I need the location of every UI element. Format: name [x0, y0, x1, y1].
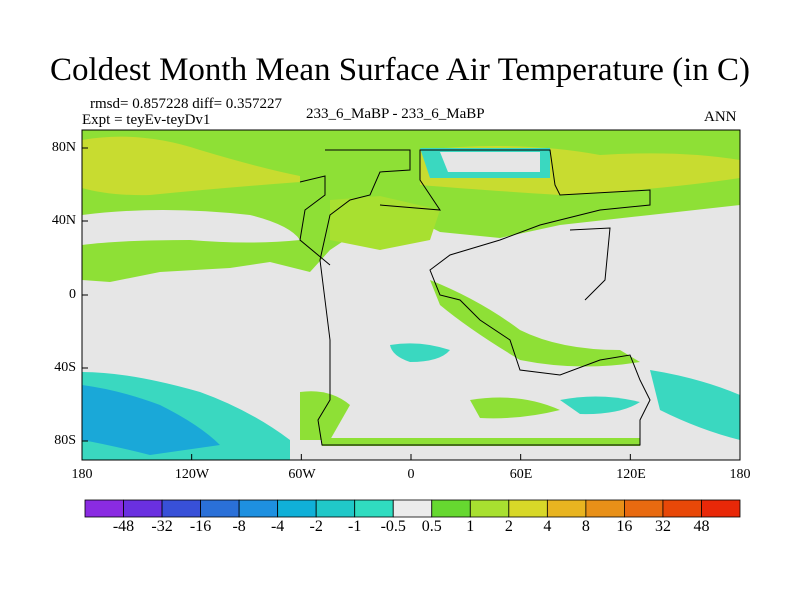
cool-patch-indian: [560, 396, 640, 415]
colorbar-swatch: [238, 499, 279, 518]
cool-patch-atlantic: [390, 343, 450, 362]
coast-outline-west: [299, 175, 331, 266]
colorbar-swatch: [277, 499, 317, 518]
y-tick-label: 40N: [51, 213, 76, 228]
colorbar-label: -1: [348, 518, 362, 535]
colorbar-swatch: [662, 499, 702, 518]
experiment-ids: 233_6_MaBP - 233_6_MaBP: [306, 106, 485, 122]
colorbar-label: -32: [151, 518, 173, 535]
x-tick-label: 180: [71, 467, 93, 482]
colorbar-swatch: [546, 499, 587, 518]
cool-core-south-pacific: [82, 385, 220, 455]
map-title: Coldest Month Mean Surface Air Temperatu…: [50, 52, 750, 88]
colorbar-label: -16: [189, 518, 212, 535]
colorbar-swatch: [624, 499, 664, 518]
colorbar-label: 0.5: [421, 518, 442, 535]
y-tick-label: 80S: [54, 433, 76, 448]
season-label: ANN: [704, 109, 737, 125]
cool-patch-east: [650, 370, 740, 440]
coast-outline-east: [569, 227, 611, 301]
x-tick-label: 180: [729, 467, 751, 482]
neutral-patch-polar: [440, 152, 540, 172]
stats-text: rmsd= 0.857228 diff= 0.357227: [90, 96, 283, 112]
colorbar-label: -4: [270, 518, 285, 535]
colorbar-label: 4: [543, 518, 552, 535]
temperature-fields: [82, 130, 740, 460]
colorbar-swatch: [200, 499, 240, 518]
colorbar-swatch: [585, 499, 625, 518]
colorbar-label: 16: [616, 518, 633, 535]
land-outline: [299, 149, 651, 446]
colorbar-swatch: [354, 499, 394, 518]
colorbar-swatch: [469, 499, 510, 518]
colorbar-swatch: [123, 499, 163, 518]
colorbar-swatch: [161, 499, 201, 518]
colorbar-label: -2: [309, 518, 323, 535]
x-tick-label: 60W: [288, 467, 316, 482]
colorbar-label: 32: [654, 518, 671, 535]
experiment-label: Expt = teyEv-teyDv1: [82, 112, 211, 128]
colorbar-label: 8: [581, 518, 590, 535]
continent-outline: [317, 149, 651, 446]
colorbar-swatch: [508, 499, 548, 518]
y-tick-label: 40S: [54, 360, 76, 375]
x-tick-label: 60E: [509, 467, 533, 482]
warm-patch-south: [470, 397, 560, 419]
x-tick-label: 120W: [174, 467, 210, 482]
colorbar-label: -48: [112, 518, 135, 535]
warm-patch-pacific: [82, 136, 300, 196]
colorbar-swatch: [315, 499, 356, 518]
warm-patch-continent: [330, 196, 440, 250]
colorbar-label: 48: [693, 518, 710, 535]
colorbar-label: -0.5: [380, 518, 406, 535]
colorbar-swatch: [701, 499, 741, 518]
x-tick-label: 0: [407, 467, 415, 482]
y-tick-label: 80N: [51, 140, 76, 155]
neutral-patch-north: [82, 210, 300, 245]
colorbar-swatch: [431, 499, 471, 518]
colorbar-label: 1: [466, 518, 475, 535]
warm-patch-south-west: [300, 391, 350, 440]
colorbar-label: -8: [232, 518, 246, 535]
axis-ticks: [81, 147, 741, 460]
warm-strip-antarctic: [322, 438, 640, 446]
colorbar-label: 2: [504, 518, 513, 535]
colorbar-swatch: [84, 499, 124, 518]
x-tick-label: 120E: [616, 467, 646, 482]
y-tick-label: 0: [69, 287, 76, 302]
colorbar-swatch: [392, 499, 433, 518]
warm-band-tropics: [430, 280, 640, 367]
